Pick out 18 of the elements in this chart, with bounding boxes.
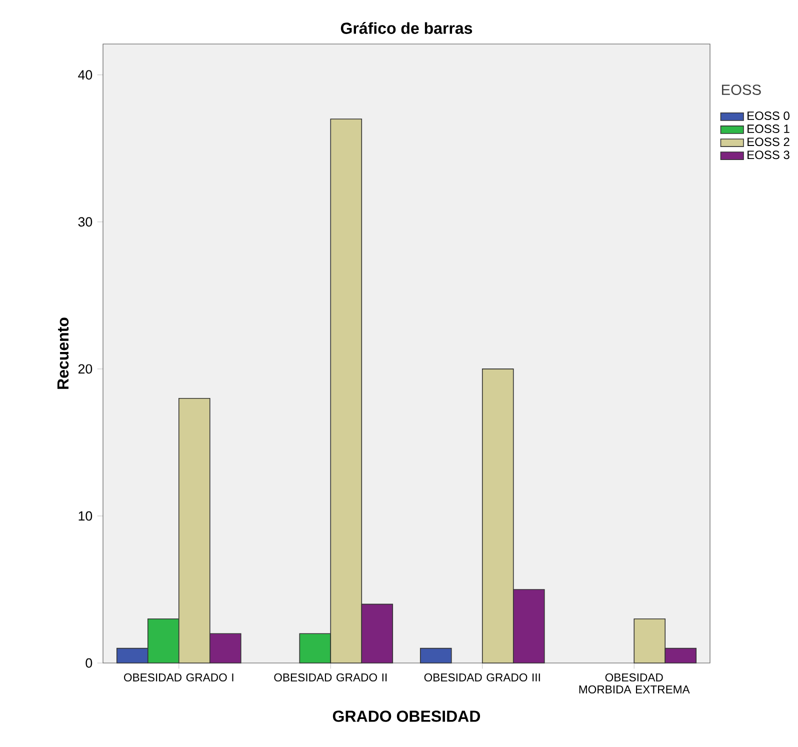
y-tick-label: 20 [78,364,92,374]
legend-label: EOSS 1 [748,124,790,134]
x-tick-label: OBESIDAD GRADO I [124,673,234,682]
bar [420,648,452,664]
x-tick-label: OBESIDAD GRADO II [274,673,387,682]
legend-title: EOSS [722,84,761,95]
y-tick-label: 10 [78,511,92,521]
x-tick-label: OBESIDAD GRADO III [424,673,540,682]
legend-label: EOSS 2 [748,138,790,146]
y-tick-label: 0 [86,658,92,668]
y-axis-title: Recuento [57,318,69,389]
x-axis-title: GRADO OBESIDAD [332,710,480,722]
legend-label: EOSS 0 [748,111,790,120]
chart-title: Gráfico de barras [340,22,472,34]
legend-label: EOSS 3 [748,150,790,160]
y-tick-label: 40 [78,70,92,80]
y-tick-label: 30 [78,217,92,227]
x-tick-label: OBESIDAD MORBIDA EXTREMA [579,673,690,694]
